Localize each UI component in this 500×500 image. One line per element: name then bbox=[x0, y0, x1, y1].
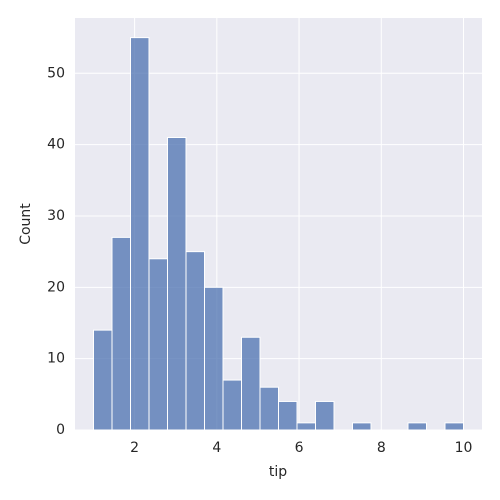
bar bbox=[222, 379, 242, 431]
bar bbox=[444, 422, 464, 431]
y-tick-label: 10 bbox=[47, 351, 65, 367]
bar bbox=[148, 258, 168, 431]
x-tick-label: 2 bbox=[130, 440, 139, 456]
x-tick-label: 4 bbox=[212, 440, 221, 456]
x-tick-label: 6 bbox=[295, 440, 304, 456]
bar bbox=[241, 336, 261, 431]
bar bbox=[352, 422, 372, 431]
bar bbox=[315, 400, 335, 431]
bar bbox=[130, 37, 150, 431]
y-tick-label: 50 bbox=[47, 65, 65, 81]
bar bbox=[259, 386, 279, 431]
bar bbox=[93, 329, 113, 431]
y-tick-label: 20 bbox=[47, 279, 65, 295]
bar bbox=[296, 422, 316, 431]
y-tick-label: 40 bbox=[47, 137, 65, 153]
bar bbox=[407, 422, 427, 431]
x-tick-label: 8 bbox=[377, 440, 386, 456]
y-tick-label: 30 bbox=[47, 208, 65, 224]
x-tick-label: 10 bbox=[455, 440, 473, 456]
bar bbox=[185, 251, 205, 431]
bar bbox=[278, 400, 298, 431]
bar bbox=[204, 286, 224, 431]
y-tick-label: 0 bbox=[56, 422, 65, 438]
bar bbox=[111, 236, 131, 431]
x-axis-label: tip bbox=[269, 464, 287, 480]
y-axis-label: Count bbox=[18, 203, 34, 245]
bar bbox=[167, 136, 187, 431]
